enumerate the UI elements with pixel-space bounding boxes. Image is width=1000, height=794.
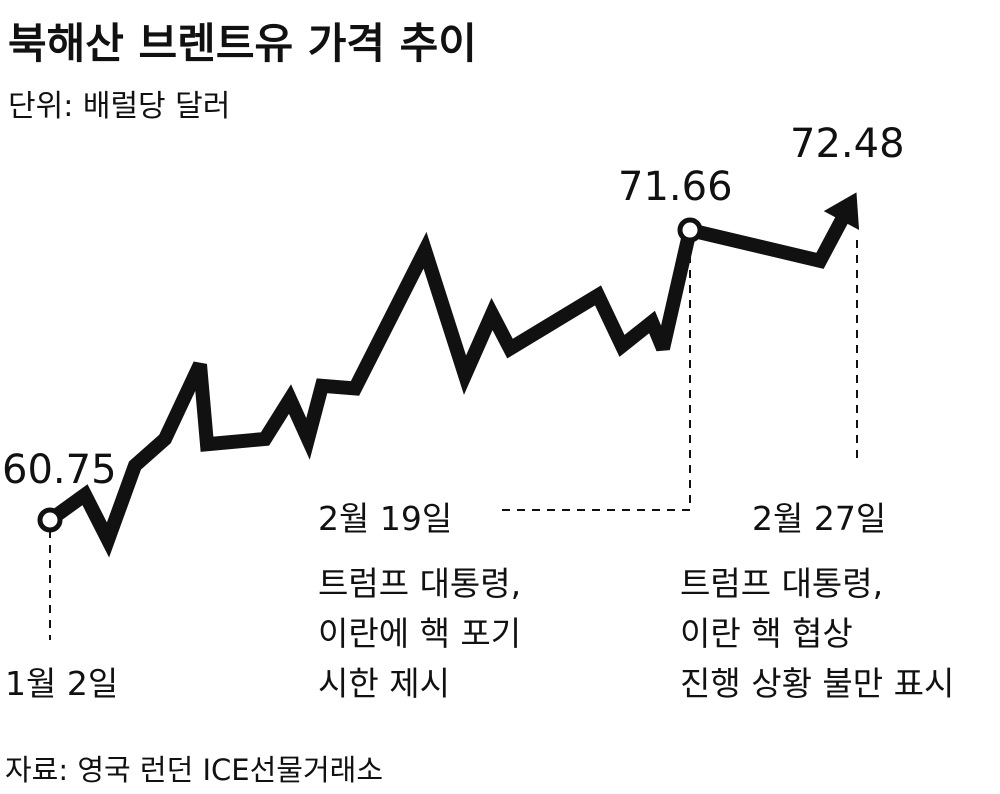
- peak-date-label: 2월 19일: [318, 499, 452, 538]
- chart-title: 북해산 브렌트유 가격 추이: [8, 19, 477, 68]
- peak-note-line: 시한 제시: [318, 664, 450, 703]
- end-date-label: 2월 27일: [752, 499, 886, 538]
- end-value-label: 72.48: [790, 121, 905, 167]
- chart-subtitle: 단위: 배럴당 달러: [8, 89, 230, 124]
- end-note-line: 이란 핵 협상: [680, 614, 853, 653]
- peak-leader-line: [500, 240, 691, 511]
- start-value-label: 60.75: [2, 447, 117, 493]
- peak-point-marker: [677, 217, 703, 243]
- start-date-label: 1월 2일: [5, 664, 118, 703]
- start-point-marker: [37, 507, 63, 533]
- peak-note-line: 이란에 핵 포기: [318, 614, 521, 653]
- end-arrowhead: [823, 192, 860, 230]
- peak-note-line: 트럼프 대통령,: [318, 564, 521, 603]
- end-note-line: 트럼프 대통령,: [680, 564, 883, 603]
- price-line: [45, 204, 855, 558]
- peak-value-label: 71.66: [618, 164, 733, 210]
- chart-source: 자료: 영국 런던 ICE선물거래소: [5, 753, 383, 787]
- end-note-line: 진행 상황 불만 표시: [680, 664, 954, 703]
